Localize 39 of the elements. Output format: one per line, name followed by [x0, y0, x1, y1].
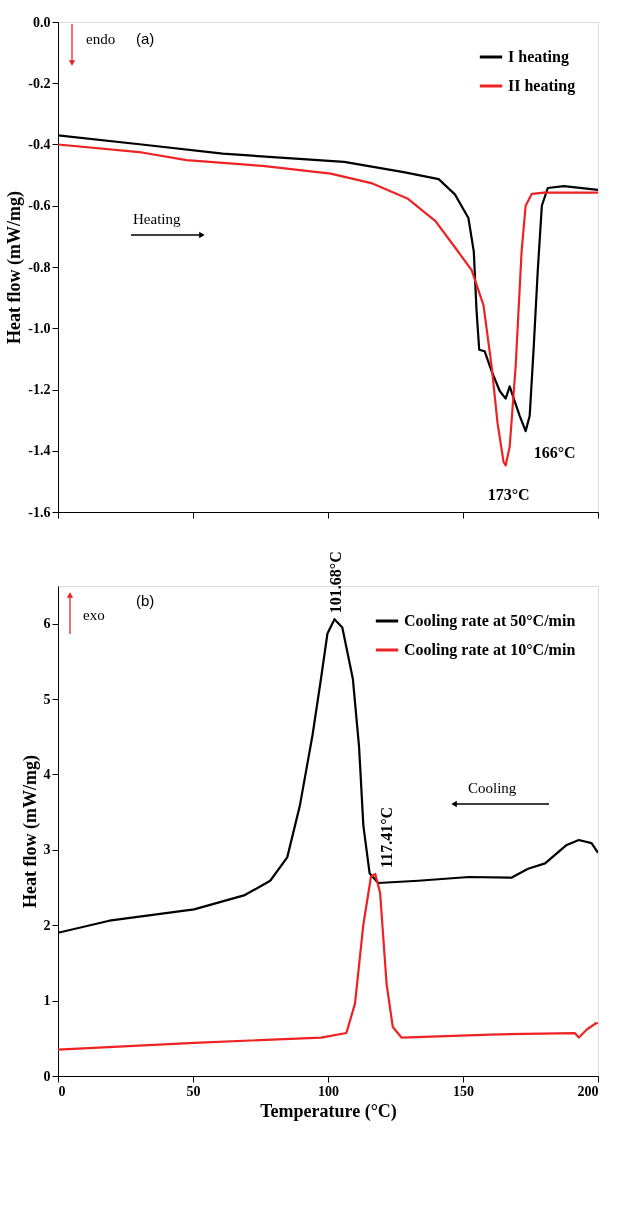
y-tick-label: 1	[43, 993, 51, 1009]
annotation: (a)	[136, 30, 155, 47]
annotation: exo	[83, 607, 105, 623]
y-tick-label: 3	[43, 842, 51, 858]
x-tick-label: 50	[186, 1083, 201, 1099]
y-axis-title: Heat flow (mW/mg)	[19, 755, 41, 908]
x-axis-title: Temperature (°C)	[260, 1100, 397, 1122]
legend-label: Cooling rate at 10°C/min	[404, 641, 576, 659]
y-tick-label: 6	[43, 616, 51, 632]
annotation: 173°C	[487, 486, 530, 504]
annotation: (b)	[136, 592, 155, 609]
y-tick-label: 2	[43, 917, 51, 933]
y-tick-label: -1.4	[28, 443, 51, 459]
annotation: 166°C	[533, 444, 576, 462]
y-tick-label: -1.6	[28, 504, 51, 520]
y-tick-label: 0	[43, 1068, 51, 1084]
annotation: 117.41°C	[378, 806, 396, 868]
annotation: endo	[86, 31, 116, 47]
y-axis-title: Heat flow (mW/mg)	[4, 191, 26, 344]
x-tick-label: 200	[577, 1083, 599, 1099]
legend-label: II heating	[508, 77, 576, 95]
x-tick-label: 150	[453, 1083, 474, 1099]
annotation: Heating	[133, 211, 181, 227]
legend-label: I heating	[508, 48, 569, 66]
y-tick-label: -0.4	[28, 137, 51, 152]
y-tick-label: 5	[43, 691, 51, 707]
y-tick-label: -0.6	[28, 198, 51, 214]
x-tick-label: 0	[58, 1083, 66, 1099]
y-tick-label: -0.2	[28, 75, 51, 91]
x-tick-label: 100	[318, 1083, 339, 1099]
y-tick-label: -0.8	[28, 259, 51, 275]
y-tick-label: -1.0	[28, 320, 51, 336]
y-tick-label: -1.2	[28, 382, 51, 397]
annotation: Cooling	[468, 780, 517, 796]
legend-label: Cooling rate at 50°C/min	[404, 612, 576, 630]
line-series	[58, 872, 598, 1051]
annotation: 101.68°C	[327, 551, 345, 614]
y-tick-label: 0.0	[33, 14, 51, 30]
y-tick-label: 4	[43, 766, 51, 782]
